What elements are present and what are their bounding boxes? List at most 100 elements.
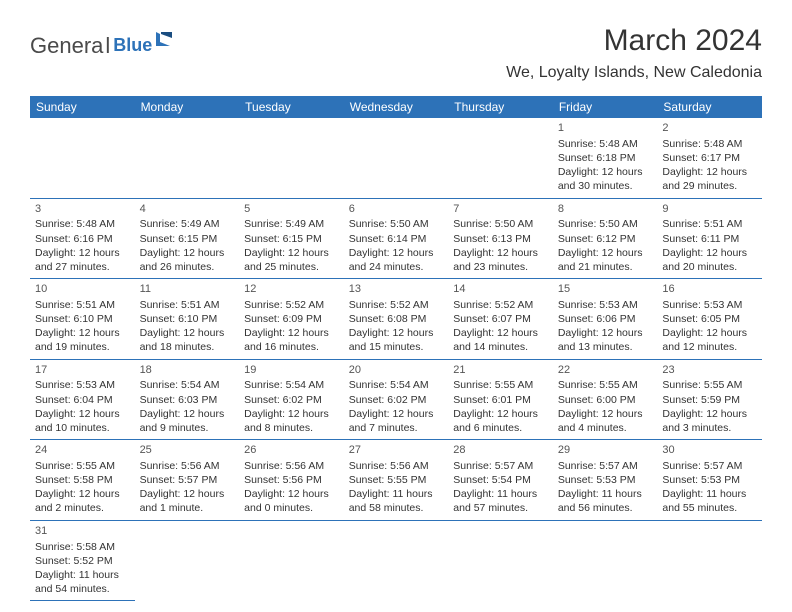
day-d2: and 56 minutes. [558,501,653,515]
calendar-cell: 14Sunrise: 5:52 AMSunset: 6:07 PMDayligh… [448,279,553,360]
day-sunrise: Sunrise: 5:56 AM [349,459,444,473]
day-sunset: Sunset: 6:10 PM [140,312,235,326]
day-sunset: Sunset: 6:18 PM [558,151,653,165]
day-d2: and 3 minutes. [662,421,757,435]
calendar-cell: 4Sunrise: 5:49 AMSunset: 6:15 PMDaylight… [135,199,240,280]
calendar-cell-empty [344,118,449,199]
calendar-cell: 28Sunrise: 5:57 AMSunset: 5:54 PMDayligh… [448,440,553,521]
flag-icon [156,32,178,53]
day-d2: and 4 minutes. [558,421,653,435]
day-sunset: Sunset: 6:01 PM [453,393,548,407]
day-number: 8 [558,202,653,217]
day-sunset: Sunset: 6:13 PM [453,232,548,246]
day-number: 1 [558,121,653,136]
calendar-cell: 1Sunrise: 5:48 AMSunset: 6:18 PMDaylight… [553,118,658,199]
weekday-header: Tuesday [239,96,344,118]
day-sunset: Sunset: 6:16 PM [35,232,130,246]
day-d1: Daylight: 12 hours [453,326,548,340]
day-sunrise: Sunrise: 5:54 AM [140,378,235,392]
day-d1: Daylight: 12 hours [349,407,444,421]
calendar-cell: 7Sunrise: 5:50 AMSunset: 6:13 PMDaylight… [448,199,553,280]
day-d2: and 30 minutes. [558,179,653,193]
calendar-cell: 12Sunrise: 5:52 AMSunset: 6:09 PMDayligh… [239,279,344,360]
day-sunrise: Sunrise: 5:53 AM [35,378,130,392]
day-d1: Daylight: 11 hours [35,568,130,582]
day-sunrise: Sunrise: 5:53 AM [558,298,653,312]
day-d1: Daylight: 12 hours [244,487,339,501]
calendar-cell-empty [30,118,135,199]
day-sunrise: Sunrise: 5:55 AM [453,378,548,392]
calendar-cell: 29Sunrise: 5:57 AMSunset: 5:53 PMDayligh… [553,440,658,521]
day-number: 7 [453,202,548,217]
day-d1: Daylight: 11 hours [453,487,548,501]
day-sunrise: Sunrise: 5:48 AM [35,217,130,231]
day-d2: and 54 minutes. [35,582,130,596]
day-sunrise: Sunrise: 5:52 AM [453,298,548,312]
day-d2: and 23 minutes. [453,260,548,274]
day-d2: and 26 minutes. [140,260,235,274]
day-d2: and 20 minutes. [662,260,757,274]
day-number: 9 [662,202,757,217]
day-d1: Daylight: 12 hours [453,407,548,421]
day-d2: and 0 minutes. [244,501,339,515]
day-d1: Daylight: 12 hours [244,326,339,340]
day-d1: Daylight: 12 hours [662,165,757,179]
day-d2: and 16 minutes. [244,340,339,354]
calendar-cell: 24Sunrise: 5:55 AMSunset: 5:58 PMDayligh… [30,440,135,521]
title-block: March 2024 We, Loyalty Islands, New Cale… [506,24,762,82]
day-sunset: Sunset: 6:08 PM [349,312,444,326]
day-number: 6 [349,202,444,217]
calendar-cell: 19Sunrise: 5:54 AMSunset: 6:02 PMDayligh… [239,360,344,441]
day-sunset: Sunset: 6:00 PM [558,393,653,407]
day-d1: Daylight: 12 hours [558,326,653,340]
day-number: 13 [349,282,444,297]
day-sunrise: Sunrise: 5:48 AM [558,137,653,151]
logo-letter-l: l [105,33,110,59]
day-number: 25 [140,443,235,458]
day-d1: Daylight: 12 hours [662,407,757,421]
day-sunset: Sunset: 5:53 PM [662,473,757,487]
weekday-header: Friday [553,96,658,118]
day-d1: Daylight: 12 hours [35,487,130,501]
weekday-header: Wednesday [344,96,449,118]
day-sunrise: Sunrise: 5:49 AM [244,217,339,231]
page-subtitle: We, Loyalty Islands, New Caledonia [506,64,762,82]
day-sunset: Sunset: 5:57 PM [140,473,235,487]
logo-text-main: Genera [30,33,103,59]
day-number: 17 [35,363,130,378]
day-sunrise: Sunrise: 5:56 AM [140,459,235,473]
day-sunset: Sunset: 6:17 PM [662,151,757,165]
day-sunset: Sunset: 6:15 PM [244,232,339,246]
logo: Genera l Blue [30,32,178,59]
day-sunset: Sunset: 5:58 PM [35,473,130,487]
page-title: March 2024 [506,24,762,58]
calendar-cell: 20Sunrise: 5:54 AMSunset: 6:02 PMDayligh… [344,360,449,441]
day-number: 14 [453,282,548,297]
calendar-cell: 26Sunrise: 5:56 AMSunset: 5:56 PMDayligh… [239,440,344,521]
calendar-cell: 16Sunrise: 5:53 AMSunset: 6:05 PMDayligh… [657,279,762,360]
day-d1: Daylight: 11 hours [349,487,444,501]
day-d1: Daylight: 12 hours [349,246,444,260]
day-d2: and 25 minutes. [244,260,339,274]
day-d2: and 15 minutes. [349,340,444,354]
calendar-cell: 31Sunrise: 5:58 AMSunset: 5:52 PMDayligh… [30,521,135,602]
day-d2: and 2 minutes. [35,501,130,515]
day-number: 4 [140,202,235,217]
day-sunset: Sunset: 6:12 PM [558,232,653,246]
day-number: 21 [453,363,548,378]
day-number: 15 [558,282,653,297]
day-d2: and 24 minutes. [349,260,444,274]
calendar-cell-empty [448,118,553,199]
weekday-header: Monday [135,96,240,118]
day-number: 29 [558,443,653,458]
day-sunrise: Sunrise: 5:51 AM [662,217,757,231]
calendar-cell: 27Sunrise: 5:56 AMSunset: 5:55 PMDayligh… [344,440,449,521]
day-sunset: Sunset: 5:52 PM [35,554,130,568]
day-sunrise: Sunrise: 5:48 AM [662,137,757,151]
day-d1: Daylight: 12 hours [244,246,339,260]
day-sunrise: Sunrise: 5:52 AM [244,298,339,312]
calendar-cell: 23Sunrise: 5:55 AMSunset: 5:59 PMDayligh… [657,360,762,441]
day-sunrise: Sunrise: 5:55 AM [662,378,757,392]
day-d1: Daylight: 12 hours [140,326,235,340]
day-d2: and 18 minutes. [140,340,235,354]
